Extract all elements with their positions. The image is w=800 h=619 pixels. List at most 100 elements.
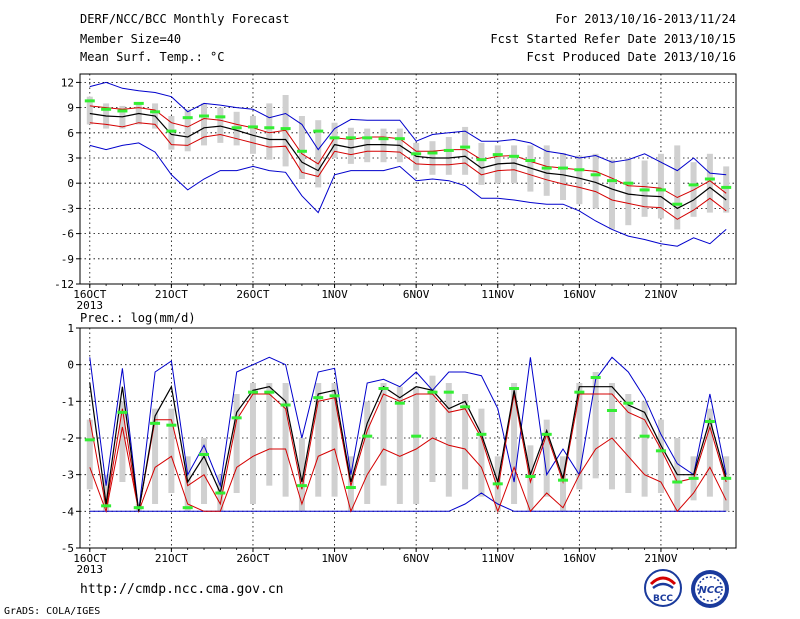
prec-marker-point (247, 390, 258, 394)
prec-marker-point (296, 484, 307, 488)
prec-spread-box (103, 474, 110, 512)
temp-ytick-label: 0 (67, 177, 74, 190)
prec-marker-point (117, 410, 128, 414)
temp-marker-point (606, 179, 617, 183)
prec-marker-point (509, 387, 520, 390)
temp-marker-point (296, 149, 307, 153)
temp-spread-box (364, 128, 371, 163)
temp-spread-box (608, 159, 615, 230)
temp-spread-box (674, 145, 681, 230)
prec-spread-box (233, 394, 240, 493)
prec-marker-point (166, 423, 177, 427)
prec-spread-box (641, 401, 648, 497)
temp-marker-point (362, 136, 373, 140)
prec-marker-point (476, 432, 487, 436)
prec-marker-point (362, 434, 373, 438)
temp-spread-box (184, 109, 191, 152)
temp-spread-box (657, 153, 664, 219)
prec-spread-box (576, 383, 583, 490)
temp-marker-point (590, 173, 601, 177)
prec-marker-point (150, 421, 161, 425)
prec-marker-point (574, 390, 585, 394)
prec-series-q25 (89, 426, 727, 514)
prec-xtick-label: 6NOV (403, 552, 430, 565)
prec-spread-box (625, 394, 632, 493)
temp-marker-point (688, 183, 699, 187)
prec-marker-point (345, 486, 356, 489)
temp-marker-point (182, 116, 193, 120)
prec-ytick-label: -2 (61, 432, 74, 445)
temp-spread-box (511, 145, 518, 184)
temp-xtick-label: 26OCT (236, 288, 269, 301)
temp-xtick-label: 16OCT (73, 288, 106, 301)
prec-marker-point (639, 434, 650, 438)
prec-xtick-label: 11NOV (481, 552, 514, 565)
temp-marker-point (329, 136, 340, 140)
prec-spread-box (445, 383, 452, 497)
prec-xtick-label: 1NOV (321, 552, 348, 565)
temp-spread-box (217, 107, 224, 143)
prec-marker-point (84, 438, 95, 442)
temp-xtick-label: 11NOV (481, 288, 514, 301)
prec-marker-point (590, 376, 601, 379)
temp-xtick-label: 21NOV (644, 288, 677, 301)
prec-marker-point (378, 387, 389, 390)
temp-xtick-label: 21OCT (155, 288, 188, 301)
source-url[interactable]: http://cmdp.ncc.cma.gov.cn (80, 582, 284, 597)
prec-spread-box (380, 383, 387, 486)
ncc-logo-icon: NCC (691, 570, 729, 608)
temp-marker-point (378, 137, 389, 141)
produced-date: Fcst Produced Date 2013/10/16 (526, 50, 736, 64)
prec-ytick-label: -5 (61, 542, 74, 555)
temp-series-max (89, 81, 727, 176)
temp-spread-box (86, 96, 93, 125)
bcc-logo-icon: BCC (644, 569, 682, 607)
prec-series-max (89, 356, 727, 512)
prec-spread-box (560, 456, 567, 512)
temp-spread-box (347, 127, 354, 164)
temp-spread-box (380, 128, 387, 163)
prec-ytick-label: -1 (61, 395, 74, 408)
temp-spread-box (298, 116, 305, 179)
prec-ytick-label: -4 (61, 505, 75, 518)
prec-series-min (89, 492, 727, 512)
prec-xtick-label: 16NOV (563, 552, 596, 565)
temp-spread-box (168, 116, 175, 150)
prec-spread-box (298, 438, 305, 512)
figure-title: DERF/NCC/BCC Monthly Forecast (80, 12, 290, 26)
temp-marker-point (166, 129, 177, 133)
prec-spread-box (249, 383, 256, 504)
prec-spread-box (478, 408, 485, 497)
prec-spread-box (462, 394, 469, 490)
temp-marker-point (215, 115, 226, 119)
temp-spread-box (266, 103, 273, 160)
prec-spread-box (315, 383, 322, 497)
temp-spread-box (723, 166, 730, 213)
temp-marker-point (541, 166, 552, 170)
temp-spread-box (201, 103, 208, 146)
temp-marker-point (150, 110, 161, 114)
temp-marker-point (133, 101, 144, 105)
temp-marker-point (574, 168, 585, 172)
prec-spread-box (723, 456, 730, 512)
prec-xtick-year: 2013 (77, 563, 104, 576)
prec-marker-point (394, 401, 405, 405)
prec-marker-point (264, 390, 275, 394)
prec-spread-box (592, 372, 599, 479)
temp-spread-box (462, 126, 469, 175)
temp-marker-point (411, 152, 422, 156)
prec-spread-box (543, 419, 550, 497)
prec-marker-point (541, 432, 552, 436)
prec-marker-point (215, 491, 226, 495)
prec-marker-point (492, 482, 503, 486)
prec-plot-frame (79, 327, 737, 549)
prec-ytick-label: 0 (67, 359, 74, 372)
temp-spread-box (592, 153, 599, 209)
temp-ytick-label: 3 (67, 152, 74, 165)
temp-marker-point (264, 126, 275, 130)
prec-spread-box (168, 408, 175, 493)
prec-spread-box (86, 419, 93, 490)
temp-marker-point (117, 109, 128, 113)
